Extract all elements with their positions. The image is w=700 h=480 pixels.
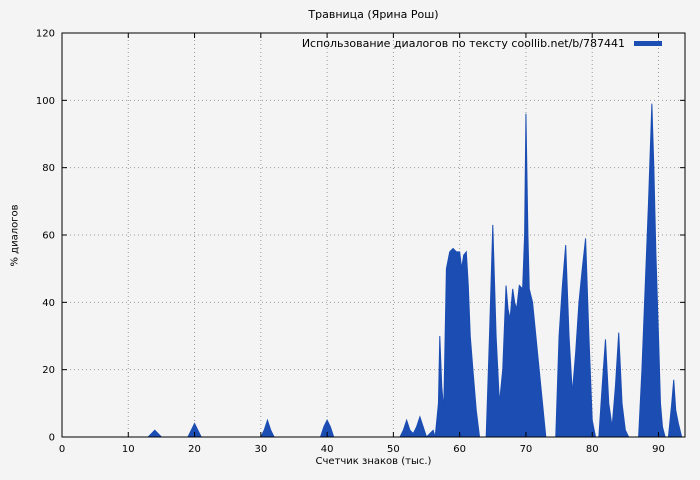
svg-text:80: 80 bbox=[586, 444, 599, 455]
data-series-area bbox=[62, 103, 683, 438]
svg-text:60: 60 bbox=[453, 444, 466, 455]
svg-text:0: 0 bbox=[59, 444, 65, 455]
legend-swatch bbox=[634, 41, 662, 46]
x-axis-label: Счетчик знаков (тыс.) bbox=[315, 456, 432, 467]
svg-text:10: 10 bbox=[122, 444, 135, 455]
svg-text:60: 60 bbox=[42, 231, 55, 242]
legend: Использование диалогов по тексту coollib… bbox=[302, 37, 662, 50]
svg-text:0: 0 bbox=[49, 433, 55, 444]
svg-text:90: 90 bbox=[652, 444, 665, 455]
svg-text:40: 40 bbox=[42, 298, 55, 309]
svg-text:70: 70 bbox=[520, 444, 533, 455]
legend-label: Использование диалогов по тексту coollib… bbox=[301, 37, 625, 50]
svg-text:30: 30 bbox=[254, 444, 267, 455]
svg-text:40: 40 bbox=[321, 444, 334, 455]
svg-text:80: 80 bbox=[42, 163, 55, 174]
chart-title: Травница (Ярина Рош) bbox=[308, 8, 439, 21]
svg-text:20: 20 bbox=[42, 365, 55, 376]
svg-text:50: 50 bbox=[387, 444, 400, 455]
svg-text:120: 120 bbox=[36, 29, 55, 40]
svg-text:100: 100 bbox=[36, 96, 55, 107]
svg-text:20: 20 bbox=[188, 444, 201, 455]
y-axis-label: % диалогов bbox=[9, 204, 21, 267]
